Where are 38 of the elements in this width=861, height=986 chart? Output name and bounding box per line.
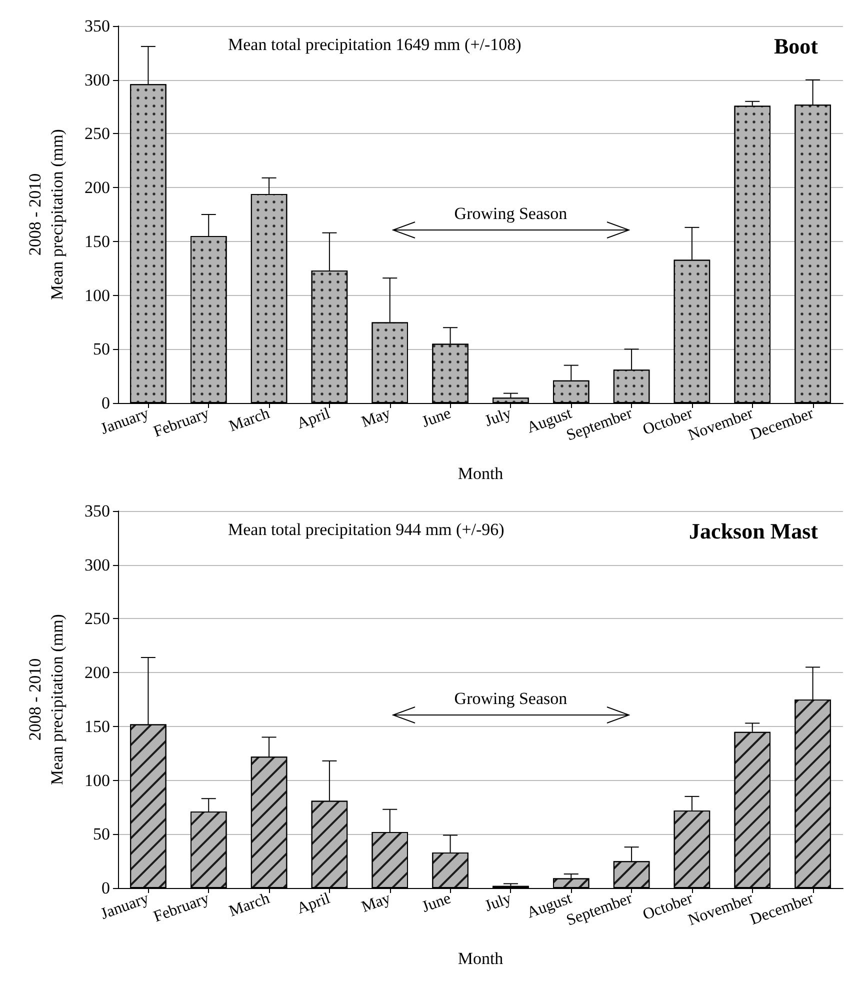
y-tick-label: 350 xyxy=(84,16,110,36)
y-tick-label: 50 xyxy=(93,340,110,359)
y-tick-label: 250 xyxy=(84,124,110,144)
x-tick-label: June xyxy=(420,405,454,432)
annotation: Mean total precipitation 944 mm (+/-96) xyxy=(228,520,504,539)
x-axis-title: Month xyxy=(458,949,504,968)
y-tick-label: 100 xyxy=(84,770,110,790)
x-tick-label: February xyxy=(151,890,212,926)
x-axis-title: Month xyxy=(458,464,504,483)
annotation: Growing Season xyxy=(454,689,568,708)
y-tick-label: 0 xyxy=(102,878,110,898)
y-tick-label: 300 xyxy=(84,555,110,574)
x-tick-label: May xyxy=(359,890,393,916)
x-tick-label: February xyxy=(151,405,212,441)
y-axis-title: 2008 - 2010 Mean precipitation (mm) xyxy=(26,614,66,785)
annotation: Growing Season xyxy=(454,204,568,223)
y-tick-label: 150 xyxy=(84,232,110,251)
x-tick-label: July xyxy=(482,405,514,430)
x-tick-label: April xyxy=(294,890,333,918)
y-tick-label: 200 xyxy=(84,663,110,682)
x-tick-label: March xyxy=(226,890,272,920)
y-tick-label: 350 xyxy=(84,502,110,520)
y-tick-label: 0 xyxy=(102,394,110,412)
y-tick-label: 200 xyxy=(84,178,110,198)
y-tick-label: 50 xyxy=(93,824,110,844)
annotation: Mean total precipitation 1649 mm (+/-108) xyxy=(228,35,522,54)
x-tick-label: June xyxy=(420,890,454,916)
x-tick-label: April xyxy=(294,404,333,433)
y-tick-label: 150 xyxy=(84,716,110,736)
y-axis-title: 2008 - 2010 Mean precipitation (mm) xyxy=(26,129,66,300)
x-tick-label: July xyxy=(482,890,514,916)
y-tick-label: 100 xyxy=(84,286,110,305)
y-tick-label: 250 xyxy=(84,609,110,628)
x-tick-label: May xyxy=(359,405,393,432)
chart-title: Boot xyxy=(774,34,819,58)
x-tick-label: March xyxy=(226,405,272,436)
y-tick-label: 300 xyxy=(84,70,110,90)
chart-title: Jackson Mast xyxy=(689,518,819,544)
